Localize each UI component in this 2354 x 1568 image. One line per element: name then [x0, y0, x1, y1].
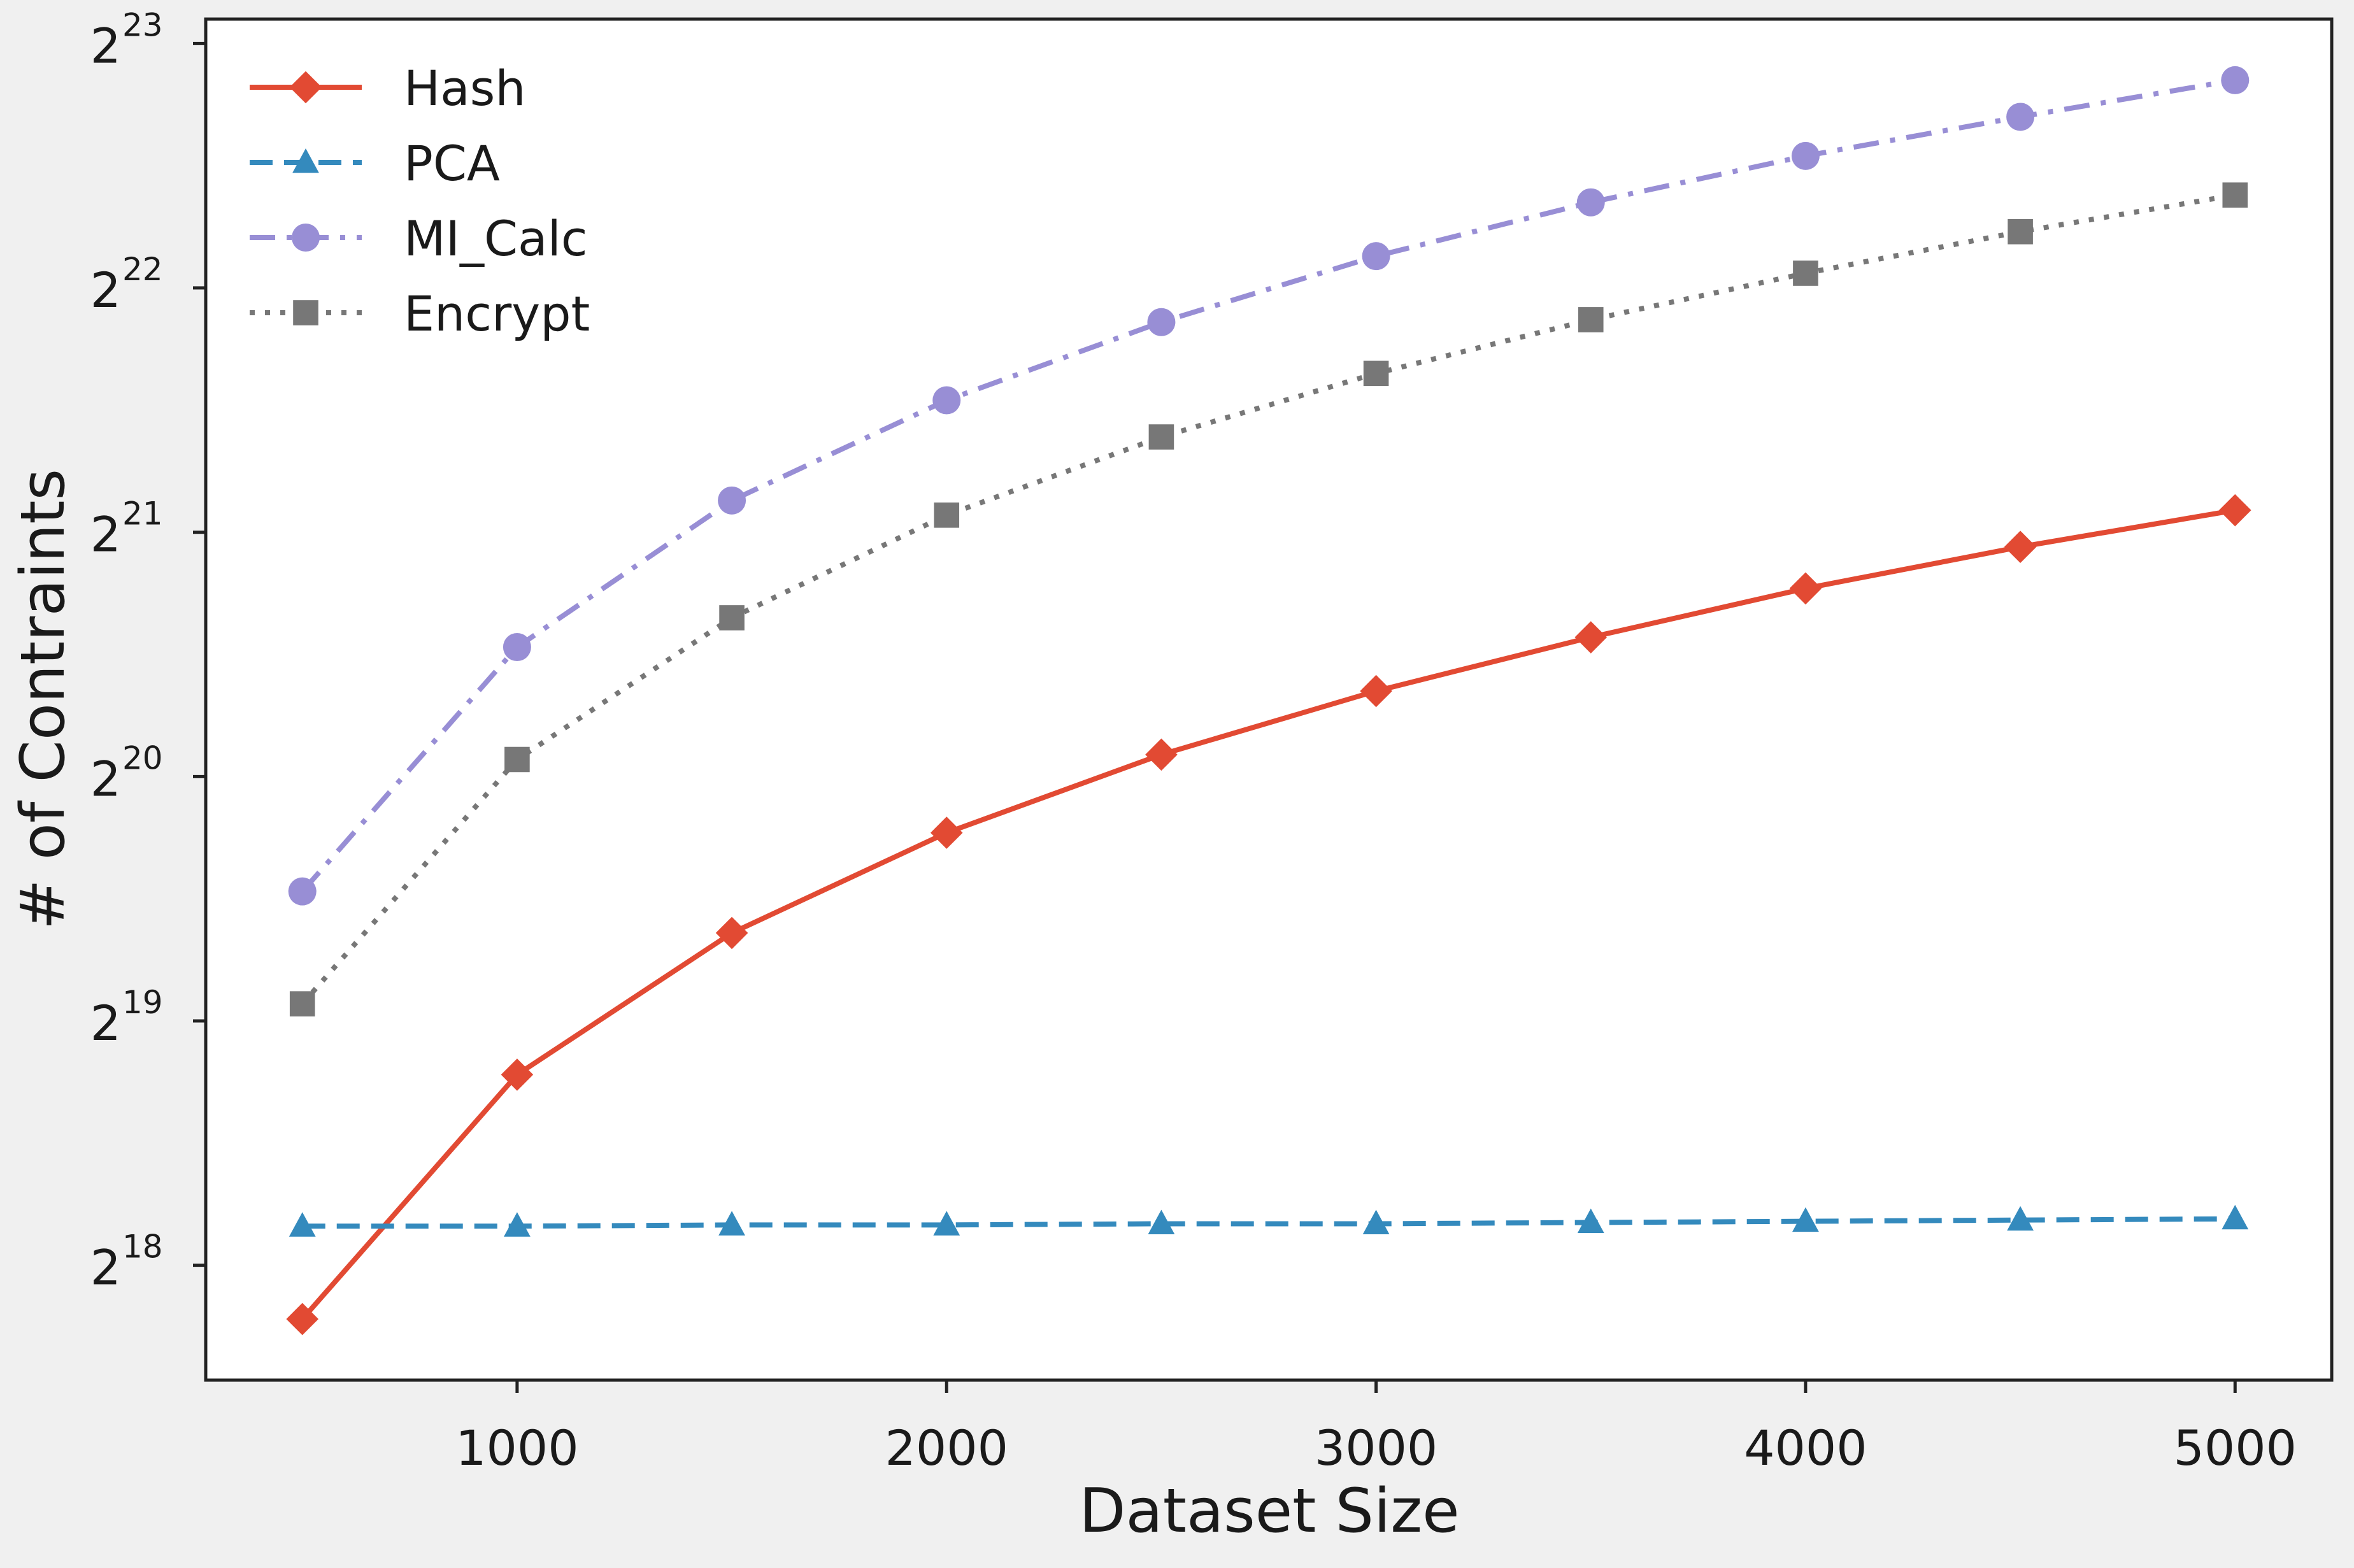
y-axis: 2 182 192 202 212 222 23	[90, 6, 206, 1296]
legend-label-hash: Hash	[404, 60, 525, 117]
data-point-encrypt	[2008, 218, 2033, 245]
plot-area	[204, 17, 2334, 1382]
data-point-mi-calc	[2006, 103, 2035, 131]
data-point-hash	[1360, 674, 1392, 708]
y-tick-exponent: 20	[122, 739, 163, 776]
x-axis: 1000 2000 3000 4000 5000	[455, 1380, 2297, 1476]
y-tick-label: 2	[90, 750, 121, 807]
data-point-pca	[718, 1211, 745, 1236]
data-point-pca	[289, 1212, 316, 1237]
data-point-encrypt	[719, 605, 745, 631]
data-point-mi-calc	[288, 877, 317, 906]
data-point-pca	[1577, 1208, 1604, 1234]
series-mi-calc	[288, 66, 2250, 906]
series-line-mi-calc	[300, 77, 2236, 894]
legend-marker-pca	[292, 148, 319, 173]
series-line-encrypt	[300, 192, 2236, 1006]
data-point-mi-calc	[2221, 66, 2250, 94]
data-point-mi-calc	[503, 633, 531, 662]
legend-marker-hash	[289, 71, 322, 104]
data-point-encrypt	[504, 746, 530, 773]
data-point-encrypt	[289, 991, 315, 1016]
data-point-hash	[1574, 621, 1608, 653]
y-tick-exponent: 23	[122, 6, 163, 43]
data-point-pca	[1362, 1209, 1390, 1234]
data-point-hash	[2218, 494, 2251, 527]
data-point-hash	[2004, 531, 2037, 564]
legend-item-encrypt: Encrypt	[250, 285, 590, 342]
y-tick-exponent: 19	[122, 984, 163, 1021]
legend-label-encrypt: Encrypt	[404, 285, 590, 342]
data-point-encrypt	[1363, 360, 1389, 387]
data-point-mi-calc	[1362, 242, 1390, 271]
data-point-hash	[1145, 738, 1178, 771]
x-tick-label: 3000	[1315, 1420, 1437, 1476]
series-line-hash	[300, 508, 2236, 1321]
y-tick-label: 2	[90, 995, 121, 1051]
legend-item-pca: PCA	[250, 135, 500, 192]
legend-item-hash: Hash	[250, 60, 525, 117]
y-tick-label: 2	[90, 262, 121, 318]
data-point-hash	[1789, 572, 1822, 605]
series-pca	[289, 1204, 2249, 1237]
legend-marker-mi-calc	[292, 224, 320, 252]
y-tick-exponent: 21	[122, 495, 163, 532]
data-point-mi-calc	[1576, 188, 1605, 217]
data-point-pca	[2007, 1206, 2034, 1231]
y-tick-exponent: 22	[122, 251, 163, 288]
y-tick-label: 2	[90, 1239, 121, 1296]
data-point-encrypt	[1148, 424, 1174, 450]
data-point-mi-calc	[932, 386, 961, 415]
series-line-pca	[302, 1216, 2236, 1229]
x-tick-label: 5000	[2174, 1420, 2297, 1476]
series-encrypt	[289, 182, 2248, 1016]
legend-label-mi-calc: MI_Calc	[404, 210, 588, 267]
data-point-mi-calc	[718, 486, 746, 515]
legend-item-mi-calc: MI_Calc	[250, 210, 588, 267]
data-point-mi-calc	[1791, 141, 1820, 170]
data-point-pca	[2222, 1204, 2249, 1230]
data-point-encrypt	[2222, 182, 2248, 208]
y-axis-title: # of Contraints	[8, 469, 78, 930]
x-tick-label: 2000	[885, 1420, 1008, 1476]
legend-label-pca: PCA	[404, 135, 500, 192]
data-point-pca	[1792, 1207, 1819, 1232]
legend-marker-encrypt	[293, 300, 318, 325]
data-point-encrypt	[934, 502, 960, 528]
y-tick-exponent: 18	[122, 1229, 163, 1265]
x-tick-label: 1000	[455, 1420, 578, 1476]
series-hash	[286, 494, 2251, 1336]
x-axis-title: Dataset Size	[1079, 1476, 1459, 1546]
y-tick-label: 2	[90, 17, 121, 74]
y-tick-label: 2	[90, 506, 121, 563]
data-point-encrypt	[1578, 307, 1604, 332]
data-point-hash	[286, 1302, 319, 1336]
data-point-mi-calc	[1147, 308, 1176, 336]
data-point-hash	[501, 1058, 534, 1091]
data-point-hash	[930, 816, 963, 849]
data-point-pca	[933, 1211, 960, 1236]
data-point-pca	[1148, 1209, 1175, 1234]
data-point-encrypt	[1793, 260, 1818, 286]
legend: Hash PCA MI_Calc Encrypt	[250, 60, 590, 342]
data-point-hash	[715, 916, 748, 950]
series-layer	[286, 66, 2251, 1336]
x-tick-label: 4000	[1744, 1420, 1867, 1476]
data-point-pca	[503, 1212, 531, 1237]
